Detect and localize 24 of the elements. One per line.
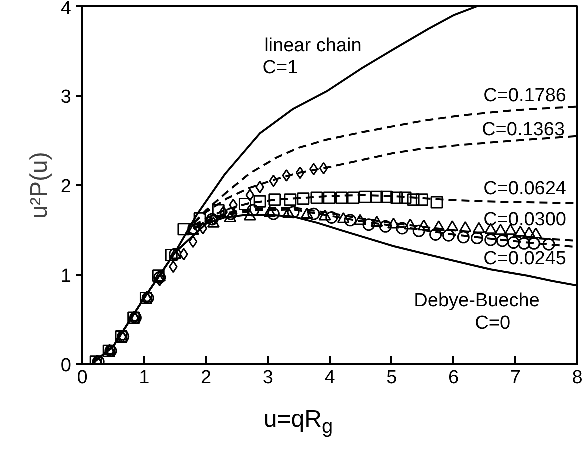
x-tick-label: 8 [572, 368, 583, 388]
y-axis-title: u²P(u) [26, 152, 53, 219]
y-tick-label: 2 [60, 176, 72, 198]
y-tick-label: 1 [60, 266, 72, 287]
annotation: C=1 [262, 58, 298, 79]
annotation: C=0.1786 [484, 86, 566, 106]
annotation: C=0.1363 [482, 120, 566, 141]
x-axis-title: u=qR$_{g}$ [264, 405, 334, 440]
annotation: C=0.0300 [484, 210, 566, 231]
x-tick-label: 6 [448, 368, 460, 388]
x-tick-label: 2 [200, 368, 212, 388]
annotation: C=0.0624 [484, 178, 567, 200]
x-tick-label: 1 [139, 368, 150, 388]
annotation: linear chain [264, 35, 362, 56]
x-tick-label: 4 [324, 368, 336, 388]
annotation: Debye-Bueche [414, 290, 540, 312]
x-tick-label: 7 [510, 368, 521, 388]
annotation: C=0.0245 [484, 248, 566, 270]
y-tick-label: 4 [60, 0, 72, 20]
annotation: C=0 [475, 312, 511, 334]
y-tick-label: 3 [60, 87, 72, 108]
x-tick-label: 5 [386, 368, 398, 388]
x-tick-label: 0 [77, 368, 88, 388]
x-tick-label: 3 [262, 368, 274, 388]
